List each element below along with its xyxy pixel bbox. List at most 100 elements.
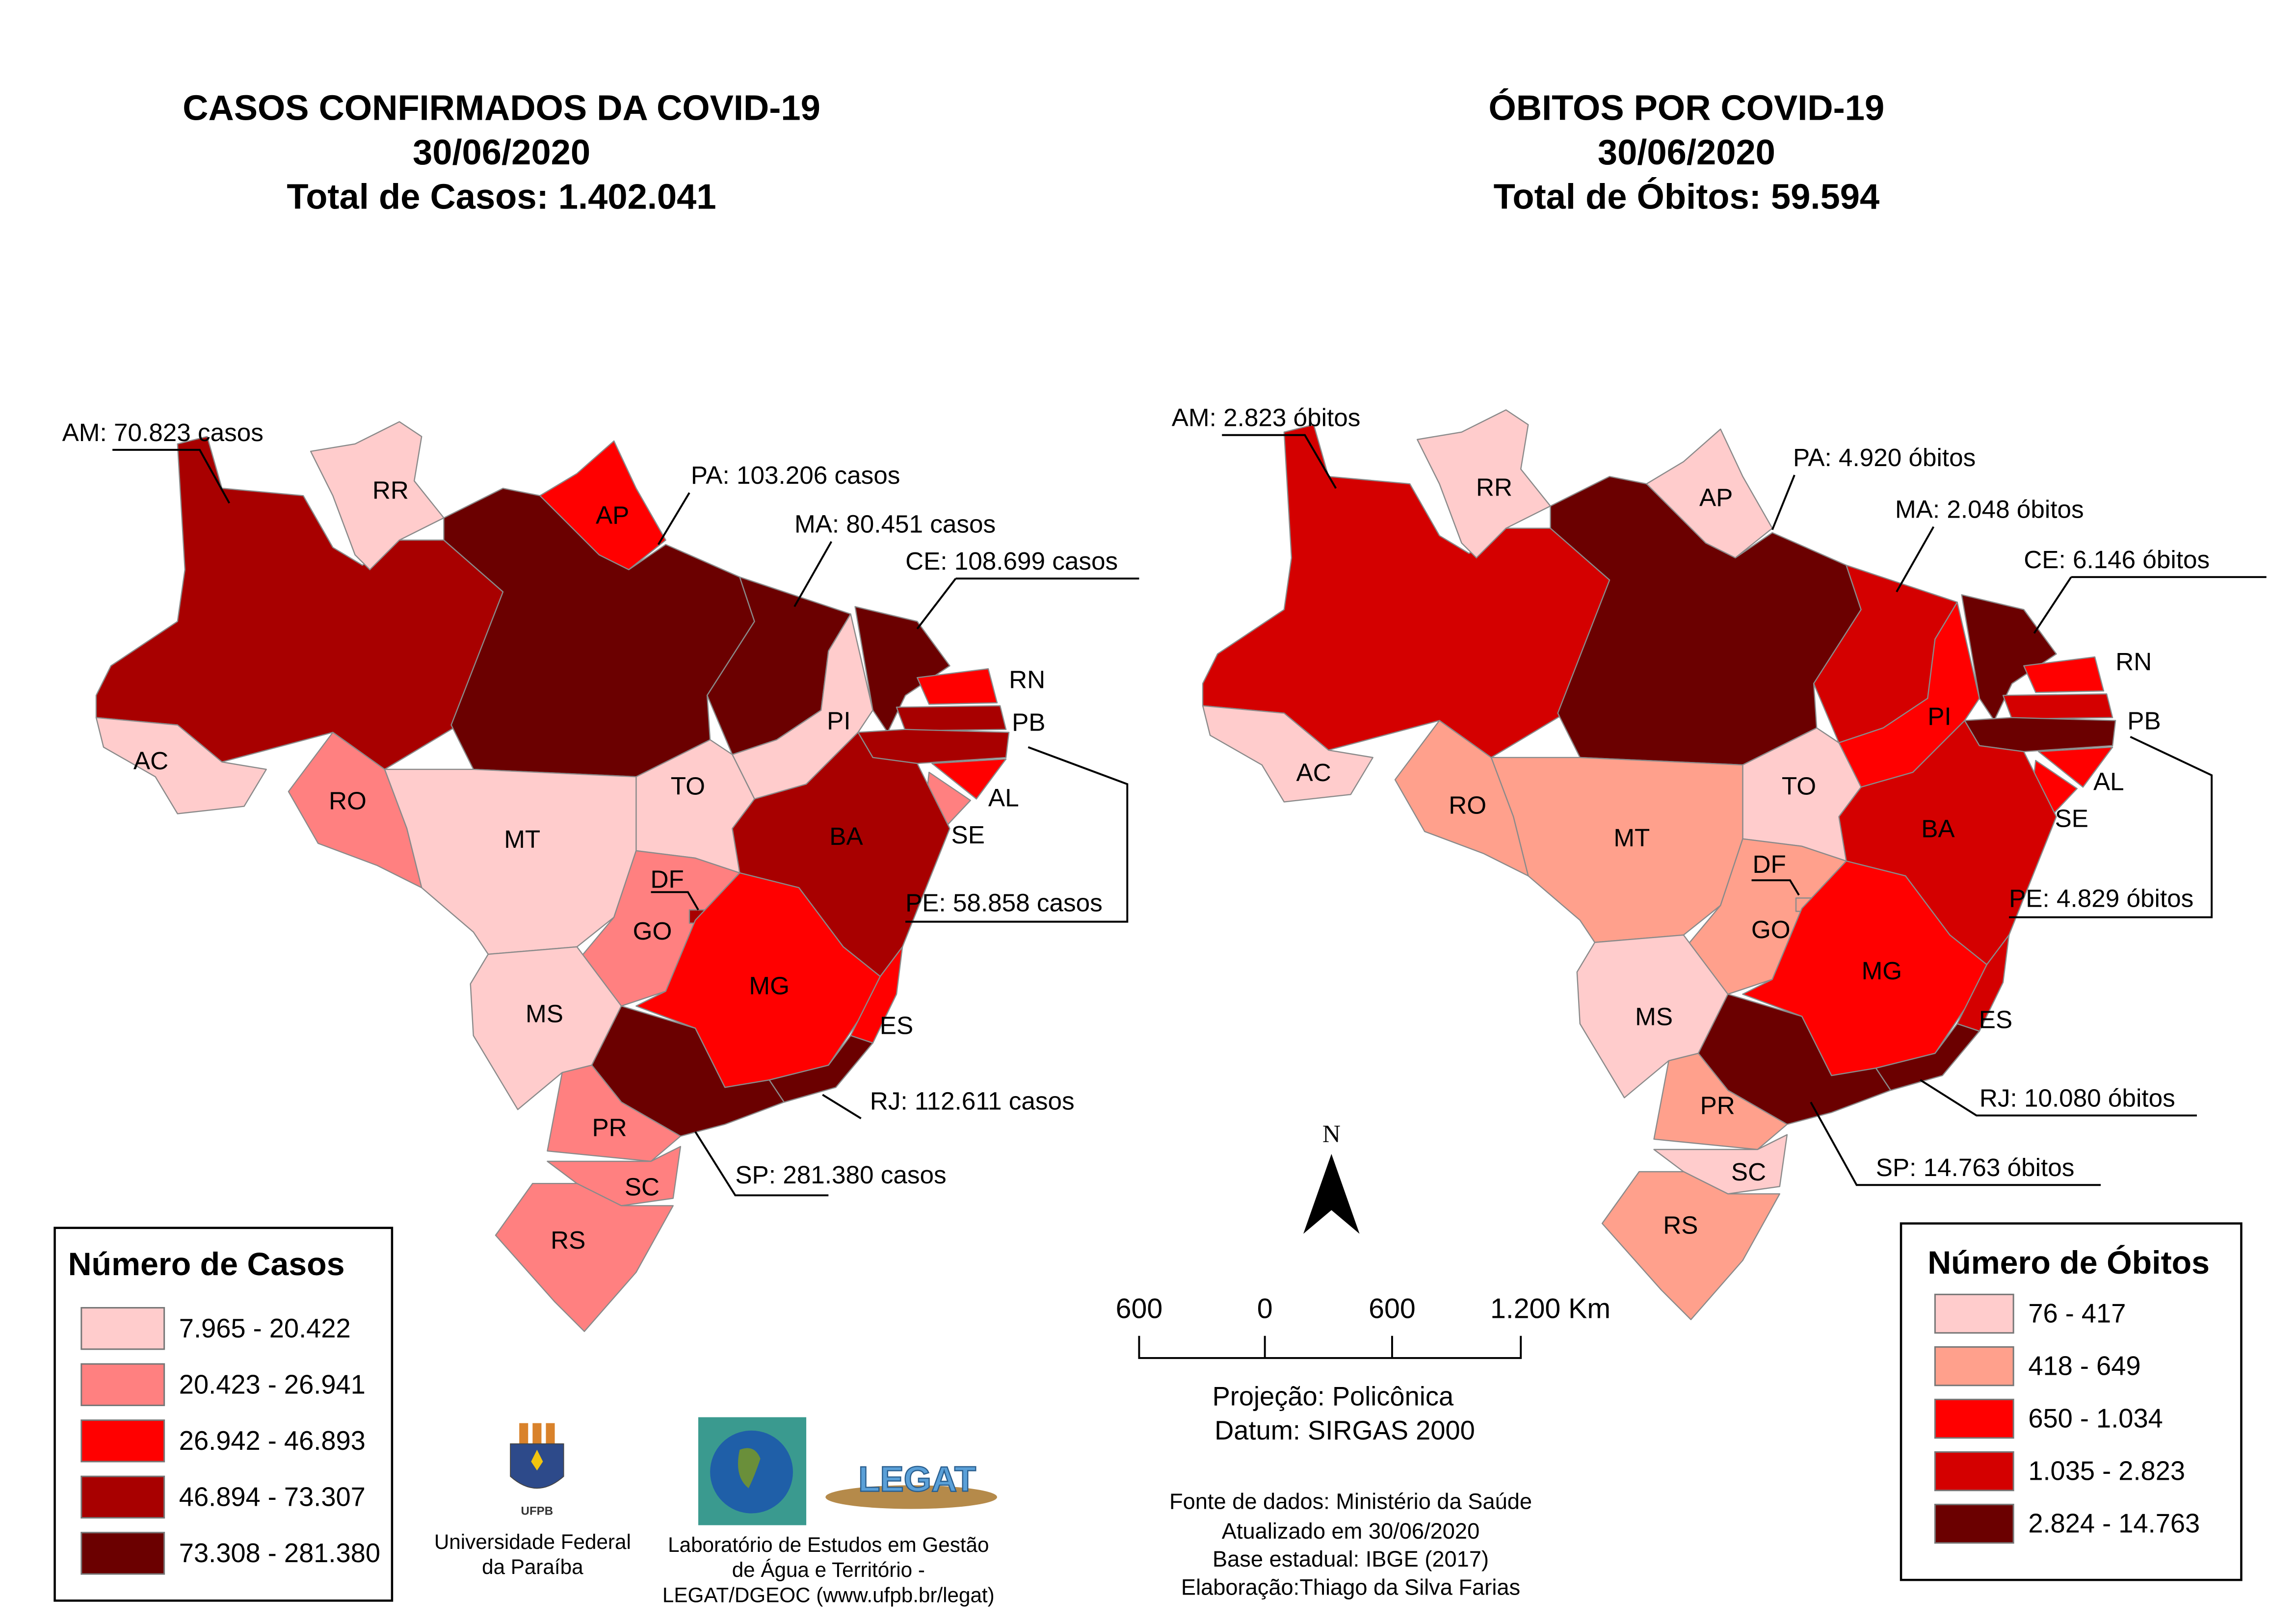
- deaths-callouts: AM: 2.823 óbitos PA: 4.920 óbitos MA: 2.…: [1172, 404, 2267, 1186]
- cases-total: Total de Casos: 1.402.041: [287, 177, 716, 216]
- legend-title: Número de Óbitos: [1927, 1244, 2210, 1281]
- scale-label: 1.200 Km: [1490, 1293, 1610, 1325]
- state-label-sc: SC: [625, 1173, 660, 1201]
- state-label-ms: MS: [1635, 1003, 1673, 1031]
- label-pb: PB: [1012, 708, 1045, 736]
- ufpb-name: Universidade Federal: [434, 1530, 631, 1553]
- state-label-mg: MG: [1862, 957, 1902, 985]
- cases-map: [95, 421, 1010, 1332]
- state-label-ap: AP: [596, 501, 629, 529]
- legat-name: de Água e Território -: [732, 1558, 925, 1581]
- state-label-rr: RR: [372, 476, 409, 504]
- state-label-mt: MT: [504, 825, 540, 853]
- state-label-ac: AC: [1296, 759, 1331, 786]
- state-label-ms: MS: [526, 1000, 563, 1028]
- cases-callouts: AM: 70.823 casos PA: 103.206 casos MA: 8…: [62, 419, 1139, 1197]
- label-se: SE: [2055, 805, 2088, 833]
- state-label-ro: RO: [329, 786, 367, 814]
- state-label-to: TO: [671, 772, 705, 800]
- state-ro: [288, 732, 422, 889]
- callout-sp: SP: 14.763 óbitos: [1876, 1153, 2075, 1181]
- deaths-date: 30/06/2020: [1598, 133, 1775, 172]
- legend-swatch: [80, 1363, 165, 1406]
- deaths-title: ÓBITOS POR COVID-19 30/06/2020 Total de …: [1489, 88, 1885, 217]
- callout-am: AM: 2.823 óbitos: [1172, 404, 1361, 432]
- scale-label: 600: [1116, 1293, 1163, 1325]
- legat-name: Laboratório de Estudos em Gestão: [668, 1533, 989, 1556]
- state-ro: [1394, 720, 1529, 877]
- cases-title: CASOS CONFIRMADOS DA COVID-19 30/06/2020…: [183, 89, 820, 217]
- state-label-go: GO: [1751, 916, 1791, 943]
- state-al: [931, 758, 1007, 800]
- legat-logo: LEGAT: [825, 1459, 997, 1509]
- callout-ce: CE: 6.146 óbitos: [2024, 546, 2210, 574]
- legend-swatch: [80, 1532, 165, 1575]
- projection-text: Projeção: Policônica: [1213, 1382, 1454, 1411]
- state-label-ro: RO: [1449, 791, 1486, 819]
- callout-ma: MA: 2.048 óbitos: [1895, 496, 2084, 524]
- state-ce: [854, 606, 950, 733]
- datum-text: Datum: SIRGAS 2000: [1214, 1416, 1475, 1445]
- legend-label: 26.942 - 46.893: [179, 1426, 366, 1456]
- state-al: [2038, 746, 2113, 788]
- cases-date: 30/06/2020: [413, 133, 590, 172]
- cases-legend: Número de Casos 7.965 - 20.422 20.423 - 2…: [53, 1227, 394, 1602]
- state-label-pr: PR: [592, 1114, 627, 1142]
- ufpb-logo: UFPB: [510, 1423, 564, 1518]
- state-ac: [1202, 705, 1373, 803]
- state-pb: [896, 705, 1007, 732]
- legend-label: 2.824 - 14.763: [2028, 1509, 2200, 1539]
- state-pb: [2002, 693, 2113, 720]
- callout-rj: RJ: 10.080 óbitos: [1979, 1084, 2175, 1112]
- legend-label: 46.894 - 73.307: [179, 1482, 366, 1512]
- state-label-sc: SC: [1731, 1158, 1766, 1186]
- legend-label: 20.423 - 26.941: [179, 1370, 366, 1399]
- state-label-ba: BA: [1921, 815, 1955, 843]
- credit-line: Atualizado em 30/06/2020: [1222, 1518, 1479, 1544]
- deaths-legend: Número de Óbitos 76 - 417 418 - 649 650 - …: [1900, 1222, 2243, 1581]
- state-label-rr: RR: [1476, 473, 1512, 501]
- legend-label: 650 - 1.034: [2028, 1404, 2163, 1434]
- credit-line: Base estadual: IBGE (2017): [1213, 1546, 1489, 1571]
- state-label-df: DF: [651, 865, 684, 893]
- state-ce: [1961, 594, 2057, 721]
- deaths-total: Total de Óbitos: 59.594: [1494, 177, 1880, 216]
- ufpb-name: da Paraíba: [482, 1555, 583, 1578]
- legend-swatch: [1934, 1293, 2014, 1334]
- legend-title: Número de Casos: [68, 1246, 345, 1283]
- state-label-rs: RS: [1663, 1211, 1698, 1239]
- callout-rj: RJ: 112.611 casos: [870, 1087, 1075, 1115]
- label-se: SE: [951, 821, 985, 849]
- state-label-ba: BA: [829, 822, 863, 850]
- legend-swatch: [80, 1307, 165, 1350]
- callout-pa: PA: 4.920 óbitos: [1793, 444, 1976, 471]
- state-am: [1202, 424, 1610, 759]
- ufpb-logo-text: UFPB: [521, 1505, 554, 1518]
- state-am: [95, 436, 504, 770]
- legend-swatch: [80, 1419, 165, 1463]
- legend-label: 418 - 649: [2028, 1352, 2140, 1381]
- credit-line: Elaboração:Thiago da Silva Farias: [1181, 1574, 1520, 1599]
- state-label-es: ES: [880, 1012, 913, 1040]
- state-pr: [547, 1064, 682, 1162]
- scale-bar: 600 0 600 1.200 Km: [1116, 1293, 1610, 1359]
- legend-label: 73.308 - 281.380: [179, 1539, 380, 1568]
- label-al: AL: [2093, 767, 2124, 795]
- legat-logo-text: LEGAT: [858, 1460, 976, 1499]
- legend-swatch: [1934, 1451, 2014, 1492]
- state-rn: [916, 668, 998, 705]
- state-label-pi: PI: [1927, 703, 1951, 731]
- north-arrow-icon: N: [1303, 1120, 1360, 1234]
- state-rs: [1601, 1171, 1781, 1320]
- legend-label: 1.035 - 2.823: [2028, 1457, 2185, 1486]
- legat-name: LEGAT/DGEOC (www.ufpb.br/legat): [662, 1583, 995, 1606]
- dgeoc-logo: [698, 1417, 807, 1525]
- label-rn: RN: [2115, 648, 2152, 676]
- state-pr: [1653, 1052, 1788, 1151]
- scale-label: 0: [1257, 1293, 1273, 1325]
- callout-sp: SP: 281.380 casos: [735, 1161, 946, 1189]
- scale-label: 600: [1369, 1293, 1416, 1325]
- legend-swatch: [80, 1475, 165, 1519]
- state-label-to: TO: [1782, 772, 1816, 800]
